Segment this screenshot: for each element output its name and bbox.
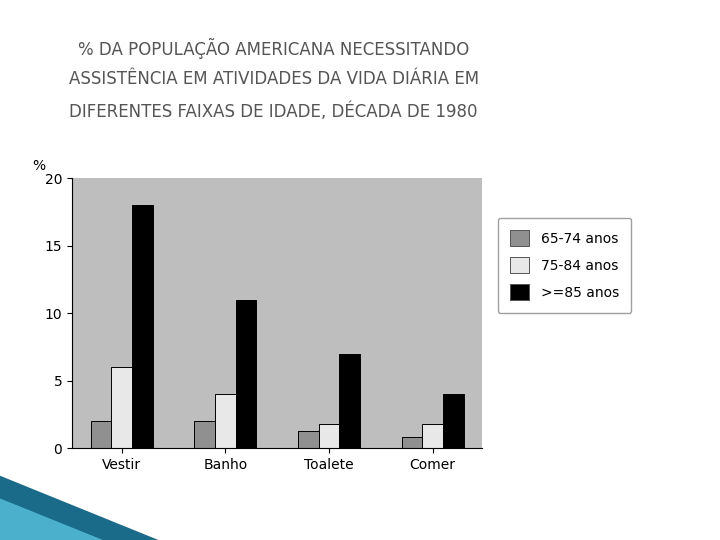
Bar: [112, 367, 132, 448]
Polygon shape: [0, 498, 103, 540]
Bar: [194, 421, 215, 448]
Text: ASSISTÊNCIA EM ATIVIDADES DA VIDA DIÁRIA EM: ASSISTÊNCIA EM ATIVIDADES DA VIDA DIÁRIA…: [68, 70, 479, 88]
Bar: [132, 205, 153, 448]
Bar: [298, 431, 319, 448]
Bar: [423, 424, 443, 448]
Bar: [443, 394, 464, 448]
Legend: 65-74 anos, 75-84 anos, >=85 anos: 65-74 anos, 75-84 anos, >=85 anos: [498, 218, 631, 313]
Text: %: %: [32, 159, 46, 173]
Bar: [235, 300, 256, 448]
Bar: [215, 394, 235, 448]
Text: DIFERENTES FAIXAS DE IDADE, DÉCADA DE 1980: DIFERENTES FAIXAS DE IDADE, DÉCADA DE 19…: [69, 103, 478, 121]
Bar: [402, 437, 423, 448]
Bar: [339, 354, 360, 448]
Polygon shape: [0, 476, 158, 540]
Text: % DA POPULAÇÃO AMERICANA NECESSITANDO: % DA POPULAÇÃO AMERICANA NECESSITANDO: [78, 38, 469, 59]
Bar: [91, 421, 112, 448]
Bar: [319, 424, 339, 448]
